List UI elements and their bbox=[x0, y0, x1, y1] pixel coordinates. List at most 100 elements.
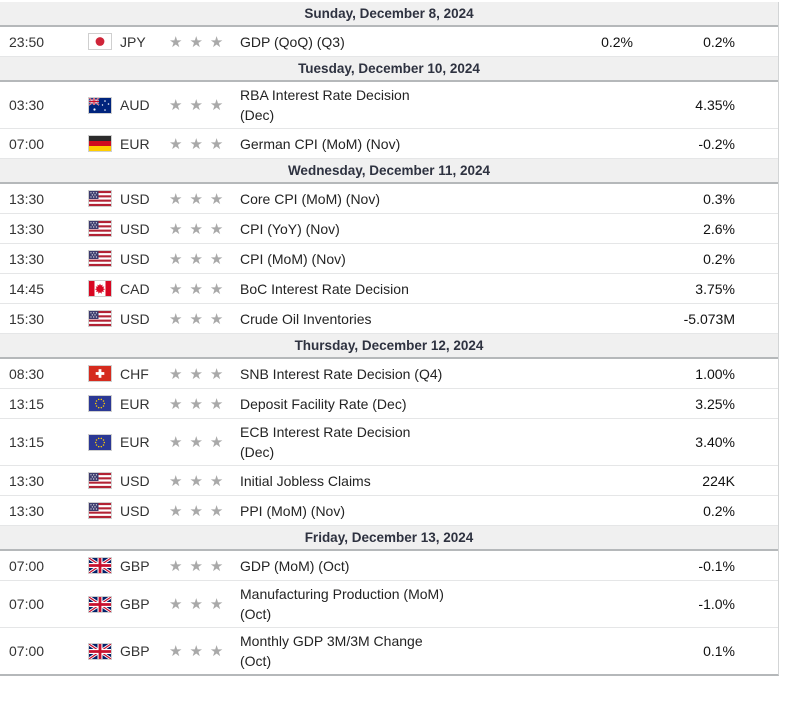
event-row: 07:00 GBP ★ ★ ★ Manufacturing Production (… bbox=[0, 581, 778, 628]
event-name-cell: Initial Jobless Claims bbox=[240, 471, 510, 491]
value-col-2: 4.35% bbox=[695, 97, 735, 113]
star-icon: ★ bbox=[209, 557, 224, 575]
currency-code: USD bbox=[120, 220, 150, 237]
star-icon: ★ bbox=[209, 135, 224, 153]
value-col-2: 3.40% bbox=[695, 434, 735, 450]
event-name-cell: RBA Interest Rate Decision (Dec) bbox=[240, 85, 510, 125]
event-name-link[interactable]: German CPI (MoM) (Nov) bbox=[240, 135, 401, 152]
event-name-link[interactable]: PPI (MoM) (Nov) bbox=[240, 502, 345, 519]
currency-cell: EUR bbox=[80, 433, 168, 451]
value-col-2: 0.2% bbox=[703, 33, 735, 50]
australia-flag-icon bbox=[88, 96, 112, 114]
currency-cell: CAD bbox=[80, 280, 168, 297]
importance-rating: ★ ★ ★ bbox=[168, 280, 240, 298]
star-icon: ★ bbox=[189, 280, 203, 298]
event-name-link[interactable]: Initial Jobless Claims bbox=[240, 472, 371, 489]
event-row: 07:00 GBP ★ ★ ★ Monthly GDP 3M/3M Change (… bbox=[0, 628, 778, 674]
event-name-cell: GDP (QoQ) (Q3) bbox=[240, 32, 510, 52]
event-name-line2: (Oct) bbox=[240, 653, 272, 669]
us-flag-icon bbox=[88, 220, 112, 237]
event-time: 23:50 bbox=[9, 33, 45, 50]
event-time: 13:30 bbox=[9, 190, 45, 207]
uk-flag-icon bbox=[88, 595, 112, 613]
star-icon: ★ bbox=[189, 33, 203, 51]
star-icon: ★ bbox=[189, 190, 203, 208]
star-icon: ★ bbox=[209, 33, 224, 51]
event-row: 13:30 USD ★ ★ ★ Core CPI (MoM) (Nov) 0.3% bbox=[0, 184, 778, 214]
currency-cell: USD bbox=[80, 220, 168, 237]
currency-cell: GBP bbox=[80, 595, 168, 613]
event-row: 07:00 EUR ★ ★ ★ German CPI (MoM) (Nov) -0.… bbox=[0, 129, 778, 159]
currency-cell: EUR bbox=[80, 135, 168, 152]
currency-code: EUR bbox=[120, 434, 150, 450]
event-time: 07:00 bbox=[9, 557, 45, 574]
event-row: 14:45 CAD ★ ★ ★ BoC Interest Rate Decision… bbox=[0, 274, 778, 304]
star-icon: ★ bbox=[189, 557, 203, 575]
star-icon: ★ bbox=[189, 502, 203, 520]
value-col-2: -1.0% bbox=[698, 596, 735, 612]
star-icon: ★ bbox=[209, 643, 224, 660]
currency-code: GBP bbox=[120, 596, 150, 612]
event-name-cell: CPI (MoM) (Nov) bbox=[240, 249, 510, 269]
currency-code: JPY bbox=[120, 33, 146, 50]
eu-flag-icon bbox=[88, 395, 112, 412]
star-icon: ★ bbox=[169, 310, 183, 328]
star-icon: ★ bbox=[209, 365, 224, 383]
currency-code: EUR bbox=[120, 135, 150, 152]
event-name-cell: BoC Interest Rate Decision bbox=[240, 279, 510, 299]
importance-rating: ★ ★ ★ bbox=[168, 472, 240, 490]
event-name-cell: Crude Oil Inventories bbox=[240, 309, 510, 329]
event-name-line2: (Dec) bbox=[240, 107, 275, 123]
event-name-link[interactable]: CPI (MoM) (Nov) bbox=[240, 250, 346, 267]
currency-code: USD bbox=[120, 472, 150, 489]
event-name-link[interactable]: SNB Interest Rate Decision (Q4) bbox=[240, 365, 443, 382]
event-name-link[interactable]: BoC Interest Rate Decision bbox=[240, 280, 409, 297]
date-label: Tuesday, December 10, 2024 bbox=[298, 61, 480, 76]
canada-flag-icon bbox=[88, 280, 112, 297]
event-name-link[interactable]: Core CPI (MoM) (Nov) bbox=[240, 190, 381, 207]
date-label: Wednesday, December 11, 2024 bbox=[287, 163, 491, 178]
date-header: Thursday, December 12, 2024 bbox=[0, 334, 778, 359]
star-icon: ★ bbox=[209, 190, 224, 208]
event-time: 07:00 bbox=[9, 135, 45, 152]
us-flag-icon bbox=[88, 190, 112, 207]
event-name-link[interactable]: Manufacturing Production (MoM) bbox=[240, 586, 444, 602]
star-icon: ★ bbox=[169, 250, 183, 268]
currency-cell: JPY bbox=[80, 33, 168, 50]
event-name-link[interactable]: ECB Interest Rate Decision bbox=[240, 424, 411, 440]
value-col-2: 0.2% bbox=[703, 502, 735, 519]
event-name-link[interactable]: RBA Interest Rate Decision bbox=[240, 87, 410, 103]
value-col-2: 2.6% bbox=[703, 220, 735, 237]
event-name-link[interactable]: Monthly GDP 3M/3M Change bbox=[240, 633, 423, 649]
star-icon: ★ bbox=[189, 596, 203, 613]
currency-code: USD bbox=[120, 310, 150, 327]
event-name-link[interactable]: GDP (QoQ) (Q3) bbox=[240, 33, 345, 50]
event-row: 13:30 USD ★ ★ ★ CPI (MoM) (Nov) 0.2% bbox=[0, 244, 778, 274]
star-icon: ★ bbox=[189, 395, 203, 413]
uk-flag-icon bbox=[88, 557, 112, 574]
currency-code: AUD bbox=[120, 97, 150, 113]
eu-flag-icon bbox=[88, 433, 112, 451]
event-row: 07:00 GBP ★ ★ ★ GDP (MoM) (Oct) -0.1% bbox=[0, 551, 778, 581]
event-name-cell: Core CPI (MoM) (Nov) bbox=[240, 189, 510, 209]
event-name-link[interactable]: GDP (MoM) (Oct) bbox=[240, 557, 350, 574]
event-time: 14:45 bbox=[9, 280, 45, 297]
star-icon: ★ bbox=[209, 220, 224, 238]
currency-cell: USD bbox=[80, 190, 168, 207]
star-icon: ★ bbox=[169, 557, 183, 575]
star-icon: ★ bbox=[169, 33, 183, 51]
event-name-link[interactable]: Deposit Facility Rate (Dec) bbox=[240, 395, 407, 412]
uk-flag-icon bbox=[88, 642, 112, 660]
us-flag-icon bbox=[88, 250, 112, 267]
event-time: 13:15 bbox=[9, 434, 45, 450]
event-name-link[interactable]: CPI (YoY) (Nov) bbox=[240, 220, 340, 237]
us-flag-icon bbox=[88, 310, 112, 327]
event-name-link[interactable]: Crude Oil Inventories bbox=[240, 310, 372, 327]
event-name-cell: GDP (MoM) (Oct) bbox=[240, 556, 510, 576]
importance-rating: ★ ★ ★ bbox=[168, 135, 240, 153]
star-icon: ★ bbox=[169, 135, 183, 153]
star-icon: ★ bbox=[189, 643, 203, 660]
star-icon: ★ bbox=[189, 434, 203, 451]
star-icon: ★ bbox=[209, 502, 224, 520]
currency-code: GBP bbox=[120, 557, 150, 574]
